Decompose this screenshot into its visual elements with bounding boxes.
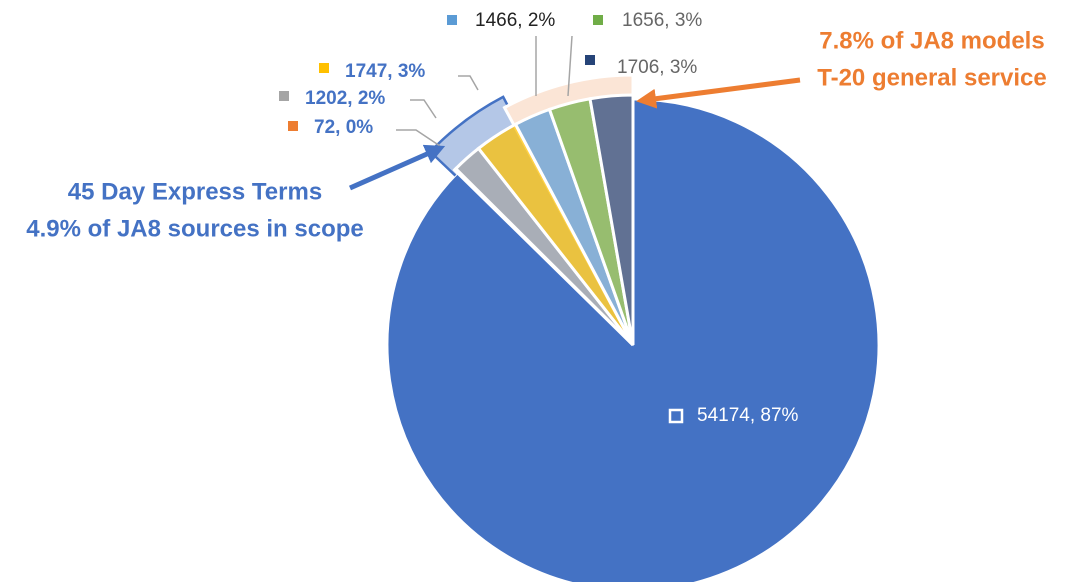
pie-slice bbox=[588, 93, 635, 346]
arrow bbox=[636, 77, 801, 109]
leader-line bbox=[410, 99, 437, 119]
data-label: 1706, 3% bbox=[617, 57, 697, 78]
legend-key bbox=[668, 408, 684, 424]
data-label: 1747, 3% bbox=[345, 61, 425, 82]
data-label: 72, 0% bbox=[314, 117, 373, 138]
legend-key bbox=[585, 55, 595, 65]
annotation: 7.8% of JA8 models bbox=[819, 27, 1044, 54]
legend-key bbox=[288, 121, 298, 131]
annotation: 45 Day Express Terms bbox=[68, 178, 322, 205]
legend-key bbox=[447, 15, 457, 25]
leader-line bbox=[458, 75, 479, 91]
annotation: T-20 general service bbox=[817, 64, 1046, 91]
arrow bbox=[348, 144, 446, 191]
legend-key bbox=[593, 15, 603, 25]
data-label: 1656, 3% bbox=[622, 10, 702, 31]
data-label: 1202, 2% bbox=[305, 88, 385, 109]
data-label: 54174, 87% bbox=[697, 405, 799, 426]
legend-key bbox=[319, 63, 329, 73]
legend-key bbox=[279, 91, 289, 101]
leader-line bbox=[396, 129, 441, 147]
leader-line bbox=[567, 35, 573, 97]
data-label: 1466, 2% bbox=[475, 10, 555, 31]
annotation: 4.9% of JA8 sources in scope bbox=[26, 215, 363, 242]
